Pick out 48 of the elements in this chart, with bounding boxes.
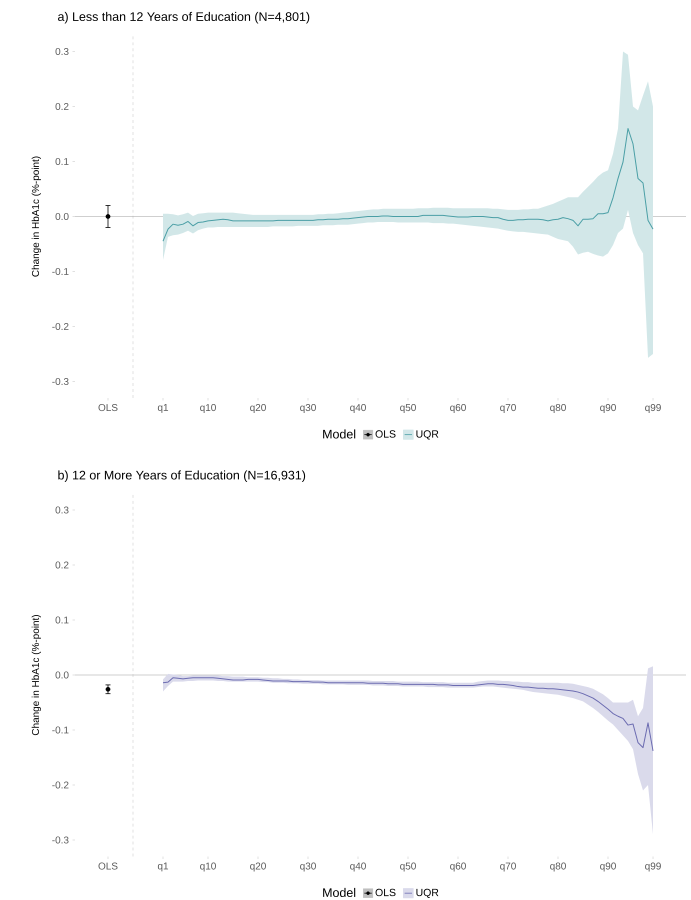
y-tick-label: 0.0 <box>56 671 69 679</box>
y-tick-label: 0.2 <box>56 102 68 110</box>
y-axis-title: Change in HbA1c (%-point) <box>32 156 41 277</box>
y-tick-label: -0.1 <box>52 726 68 734</box>
x-tick-label: q1 <box>158 404 168 413</box>
y-tick-label: -0.3 <box>52 378 69 386</box>
x-tick-label: q50 <box>400 404 416 414</box>
x-tick-label: q40 <box>350 404 366 414</box>
x-tick-label: q90 <box>600 404 616 414</box>
legend-label: OLS <box>376 430 396 438</box>
x-tick-label: q10 <box>200 404 216 414</box>
chart-title: b) 12 or More Years of Education (N=16,931) <box>58 470 306 482</box>
y-axis-title: Change in HbA1c (%-point) <box>32 615 41 736</box>
legend-title: Model <box>323 888 356 898</box>
legend-label: UQR <box>416 888 438 898</box>
x-tick-label: q70 <box>500 862 516 872</box>
y-tick-label: 0.3 <box>56 506 69 514</box>
x-tick-label: q90 <box>600 862 616 872</box>
x-tick-label: q20 <box>250 404 266 414</box>
legend-title: Model <box>323 429 356 439</box>
x-tick-label: q70 <box>500 404 516 414</box>
x-tick-label: q80 <box>550 404 566 414</box>
x-tick-label: q10 <box>200 862 216 872</box>
x-tick-label: q60 <box>450 862 466 872</box>
x-tick-label: OLS <box>98 862 118 870</box>
legend-label: OLS <box>376 888 396 896</box>
y-tick-label: 0.1 <box>56 158 68 166</box>
x-tick-label: q1 <box>158 862 168 872</box>
x-tick-label: q20 <box>250 862 266 872</box>
y-tick-label: -0.2 <box>52 322 68 330</box>
y-tick-label: 0.2 <box>56 561 68 569</box>
x-tick-label: q99 <box>645 404 661 414</box>
x-tick-label: q50 <box>400 862 416 872</box>
legend-label: UQR <box>416 430 438 440</box>
x-tick-label: q99 <box>645 862 661 872</box>
x-tick-label: q80 <box>550 862 566 872</box>
y-tick-label: 0.3 <box>56 48 69 56</box>
x-tick-label: q60 <box>450 404 466 414</box>
x-tick-label: q40 <box>350 862 366 872</box>
chart-title: a) Less than 12 Years of Education (N=4,801) <box>58 12 310 24</box>
x-tick-label: OLS <box>98 404 118 412</box>
y-tick-label: 0.1 <box>56 616 68 624</box>
y-tick-label: 0.0 <box>56 212 69 220</box>
y-tick-label: -0.2 <box>52 781 68 789</box>
x-tick-label: q30 <box>300 862 316 872</box>
x-tick-label: q30 <box>300 404 316 414</box>
y-tick-label: -0.3 <box>52 836 69 844</box>
y-tick-label: -0.1 <box>52 268 68 276</box>
